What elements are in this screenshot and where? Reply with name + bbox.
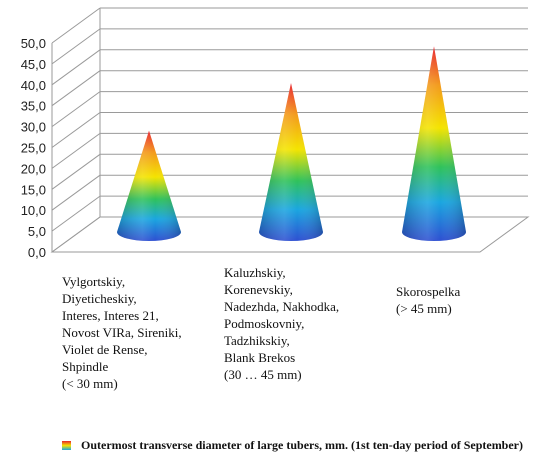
y-tick-label: 15,0: [21, 182, 46, 197]
y-tick-label: 5,0: [28, 224, 46, 239]
gridline-side: [51, 195, 101, 232]
gridline-side: [51, 70, 101, 107]
category-label-2: Kaluzhskiy, Korenevskiy, Nadezhda, Nakho…: [224, 265, 340, 382]
category-label-3: Skorospelka (> 45 mm): [396, 284, 461, 316]
gridline-side: [51, 28, 101, 65]
legend-swatch: [62, 441, 71, 450]
y-tick-label: 45,0: [21, 57, 46, 72]
gridline-side: [51, 132, 101, 169]
y-tick-label: 40,0: [21, 78, 46, 93]
y-axis: 0,0 5,0 10,0 15,0 20,0 25,0 30,0 35,0 40,0 45,0 50…: [21, 36, 46, 260]
y-tick-label: 25,0: [21, 141, 46, 156]
gridline-side: [51, 174, 101, 211]
y-tick-label: 30,0: [21, 120, 46, 135]
cone-shade: [402, 46, 466, 241]
y-tick-label: 10,0: [21, 203, 46, 218]
y-tick-label: 35,0: [21, 99, 46, 114]
gridlines: [50, 7, 530, 253]
cone-2: [259, 83, 323, 241]
gridline-side: [51, 7, 101, 44]
cone-1: [117, 130, 181, 241]
cone-3: [402, 46, 466, 241]
gridline-side: [51, 49, 101, 86]
gridline-side: [51, 153, 101, 190]
floor: [50, 216, 530, 253]
gridline-side: [51, 112, 101, 148]
legend: Outermost transverse diameter of large t…: [62, 438, 523, 453]
category-label-1: Vylgortskiy, Diyeticheskiy, Interes, Int…: [62, 274, 182, 391]
y-tick-label: 20,0: [21, 161, 46, 176]
legend-label: Outermost transverse diameter of large t…: [81, 438, 524, 452]
cone-shade: [259, 83, 323, 241]
cones: [117, 46, 466, 241]
cone-shade: [117, 130, 181, 241]
y-tick-label: 50,0: [21, 36, 46, 51]
y-tick-label: 0,0: [28, 245, 46, 260]
gridline-side: [51, 91, 101, 128]
